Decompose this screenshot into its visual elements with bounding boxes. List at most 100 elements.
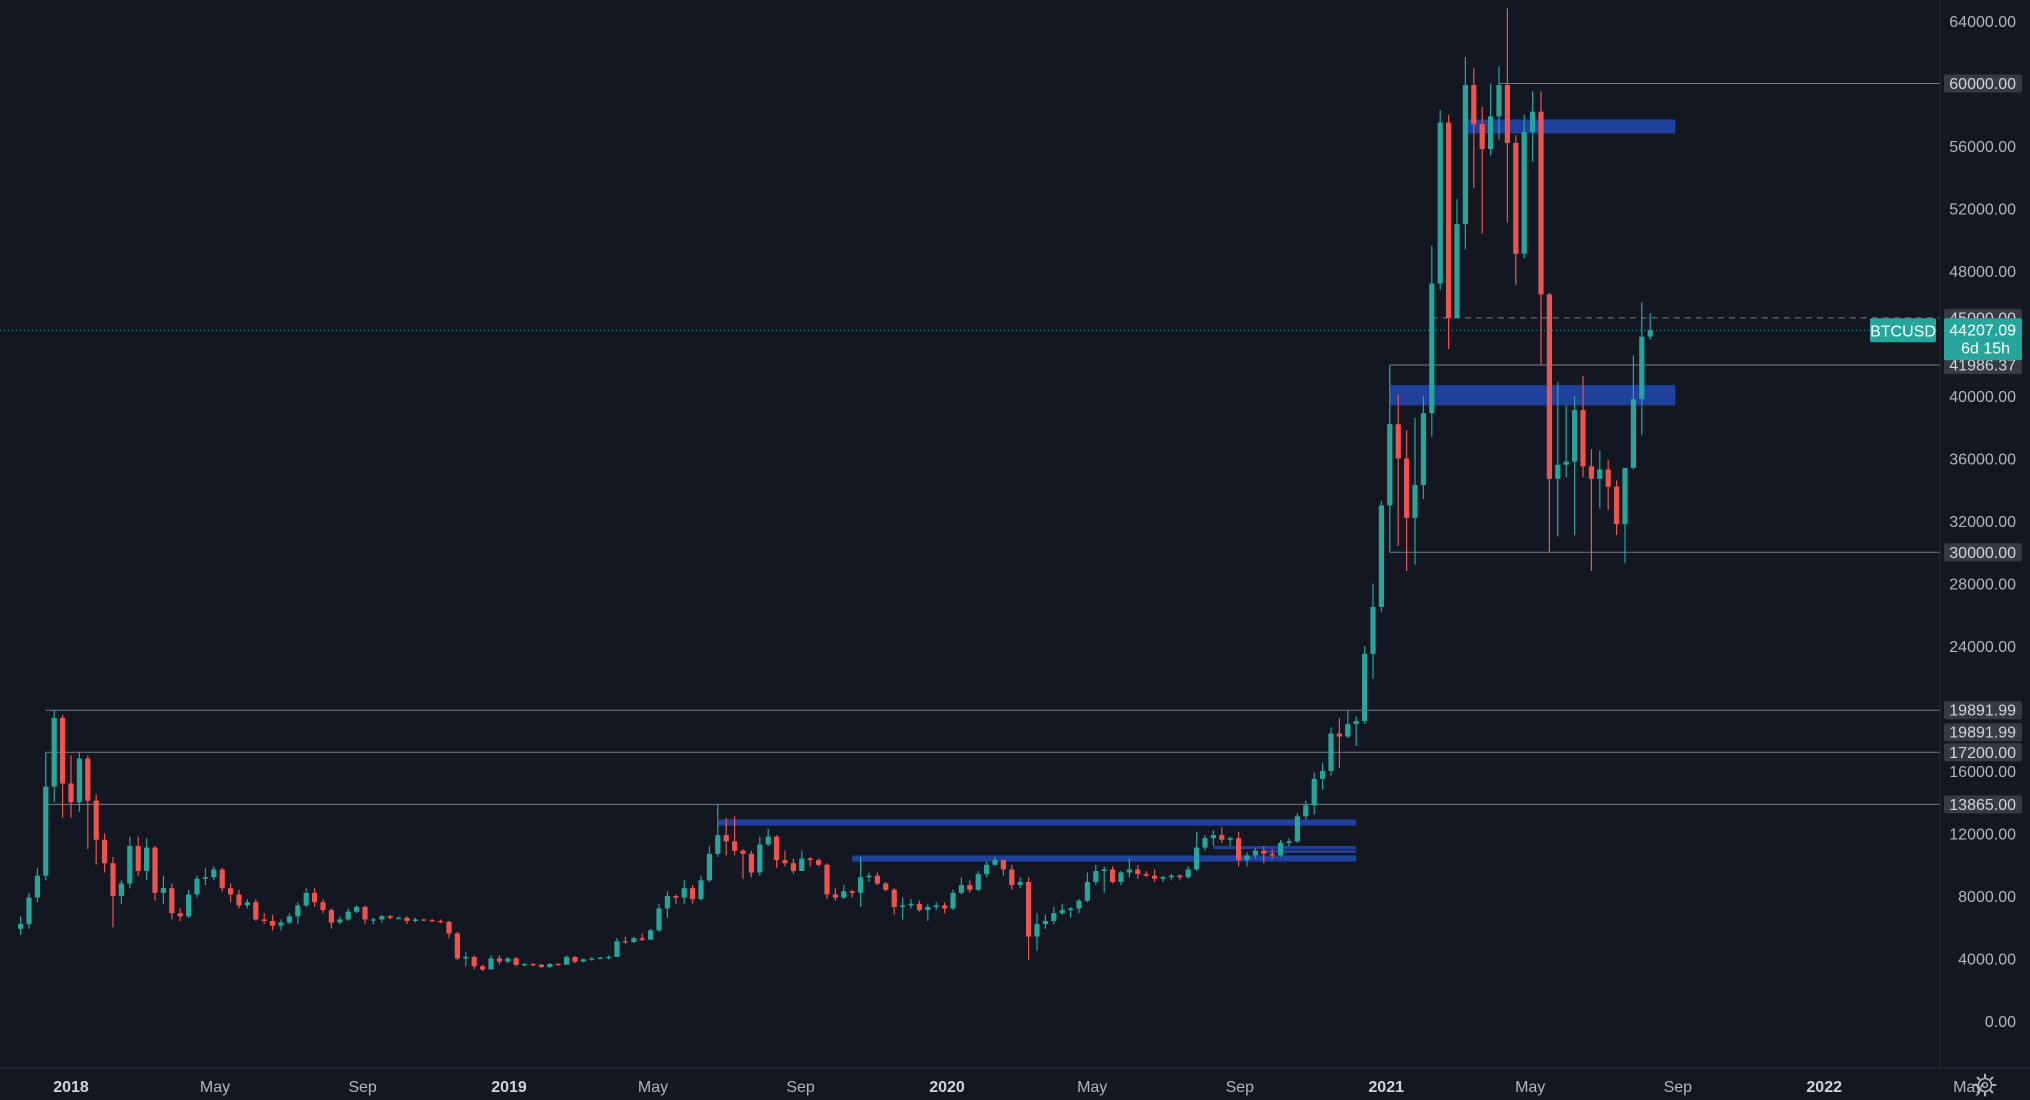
candle-body[interactable]: [1429, 283, 1435, 414]
candle-body[interactable]: [925, 906, 931, 911]
candle-body[interactable]: [900, 905, 906, 907]
candle-body[interactable]: [858, 877, 864, 893]
candle-body[interactable]: [1160, 877, 1166, 879]
candle-body[interactable]: [127, 846, 133, 884]
candle-body[interactable]: [1588, 466, 1594, 479]
candle-body[interactable]: [841, 891, 847, 898]
candle-body[interactable]: [1261, 850, 1267, 854]
candle-body[interactable]: [639, 938, 645, 940]
candle-body[interactable]: [1580, 410, 1586, 467]
candle-body[interactable]: [211, 869, 217, 878]
candle-body[interactable]: [1420, 413, 1426, 486]
candle-body[interactable]: [1269, 853, 1275, 856]
candle-body[interactable]: [614, 941, 620, 957]
candle-body[interactable]: [555, 963, 561, 966]
candle-body[interactable]: [1126, 869, 1132, 873]
candle-body[interactable]: [1412, 485, 1418, 518]
candle-body[interactable]: [1521, 131, 1527, 254]
candle-body[interactable]: [513, 958, 519, 965]
candle-body[interactable]: [1496, 85, 1502, 117]
candle-body[interactable]: [1026, 881, 1032, 937]
candle-body[interactable]: [1017, 881, 1023, 886]
candle-body[interactable]: [908, 903, 914, 906]
candle-body[interactable]: [396, 917, 402, 920]
candle-body[interactable]: [144, 847, 150, 871]
candle-body[interactable]: [690, 888, 696, 900]
candle-body[interactable]: [236, 894, 242, 906]
candle-body[interactable]: [1647, 330, 1653, 337]
candle-body[interactable]: [1202, 838, 1208, 848]
candle-body[interactable]: [328, 910, 334, 923]
candle-body[interactable]: [244, 902, 250, 906]
candle-body[interactable]: [219, 869, 225, 889]
candle-body[interactable]: [505, 958, 511, 962]
candle-body[interactable]: [1110, 869, 1116, 882]
candle-body[interactable]: [1454, 224, 1460, 318]
candle-body[interactable]: [26, 897, 32, 925]
candle-body[interactable]: [1546, 294, 1552, 479]
candle-body[interactable]: [1236, 838, 1242, 861]
candle-body[interactable]: [1034, 924, 1040, 937]
candle-body[interactable]: [429, 920, 435, 922]
candle-body[interactable]: [68, 783, 74, 803]
candle-body[interactable]: [740, 850, 746, 854]
candle-body[interactable]: [975, 874, 981, 890]
candle-body[interactable]: [85, 758, 91, 801]
zone-rect[interactable]: [1465, 119, 1676, 134]
candle-body[interactable]: [1152, 875, 1158, 879]
candle-body[interactable]: [177, 913, 183, 917]
candle-body[interactable]: [723, 835, 729, 842]
candle-body[interactable]: [488, 958, 494, 970]
candle-body[interactable]: [1437, 122, 1443, 284]
candle-body[interactable]: [370, 919, 376, 921]
candle-body[interactable]: [1538, 111, 1544, 295]
candle-body[interactable]: [1630, 399, 1636, 468]
candle-body[interactable]: [1328, 733, 1334, 772]
candle-body[interactable]: [270, 921, 276, 926]
candle-body[interactable]: [1000, 860, 1006, 870]
candle-body[interactable]: [757, 844, 763, 873]
candle-body[interactable]: [1622, 467, 1628, 525]
candle-body[interactable]: [522, 963, 528, 966]
candle-body[interactable]: [1378, 505, 1384, 607]
candle-body[interactable]: [1042, 921, 1048, 925]
candle-body[interactable]: [538, 964, 544, 968]
candle-body[interactable]: [849, 891, 855, 893]
candle-body[interactable]: [228, 888, 234, 895]
zone-rect[interactable]: [717, 819, 1357, 826]
candle-body[interactable]: [60, 717, 66, 784]
candle-body[interactable]: [984, 864, 990, 875]
candle-body[interactable]: [950, 892, 956, 909]
candle-body[interactable]: [412, 919, 418, 921]
candle-body[interactable]: [152, 847, 158, 893]
candle-body[interactable]: [387, 916, 393, 918]
candle-body[interactable]: [480, 966, 486, 970]
candle-body[interactable]: [958, 885, 964, 893]
candle-body[interactable]: [1118, 872, 1124, 882]
candle-body[interactable]: [706, 853, 712, 881]
candle-body[interactable]: [312, 892, 318, 903]
candle-body[interactable]: [799, 858, 805, 872]
candle-body[interactable]: [18, 924, 24, 929]
candle-body[interactable]: [379, 916, 385, 920]
candle-body[interactable]: [1168, 875, 1174, 878]
candle-body[interactable]: [1555, 464, 1561, 479]
candle-body[interactable]: [1614, 486, 1620, 525]
candle-body[interactable]: [967, 885, 973, 890]
candle-body[interactable]: [648, 930, 654, 940]
candle-body[interactable]: [1177, 875, 1183, 878]
candle-body[interactable]: [278, 922, 284, 926]
candle-body[interactable]: [832, 894, 838, 898]
price-axis[interactable]: 64000.00 56000.00 52000.00 48000.00 40000.00…: [1949, 14, 2016, 1031]
candle-body[interactable]: [547, 963, 553, 968]
candle-body[interactable]: [496, 958, 502, 962]
candle-body[interactable]: [992, 860, 998, 865]
candle-body[interactable]: [1093, 871, 1099, 882]
candle-body[interactable]: [732, 841, 738, 851]
candle-body[interactable]: [1479, 124, 1485, 150]
candle-body[interactable]: [286, 916, 292, 923]
candle-body[interactable]: [102, 839, 108, 864]
candle-body[interactable]: [1227, 838, 1233, 840]
candle-body[interactable]: [1320, 771, 1326, 779]
candle-body[interactable]: [1009, 869, 1015, 886]
